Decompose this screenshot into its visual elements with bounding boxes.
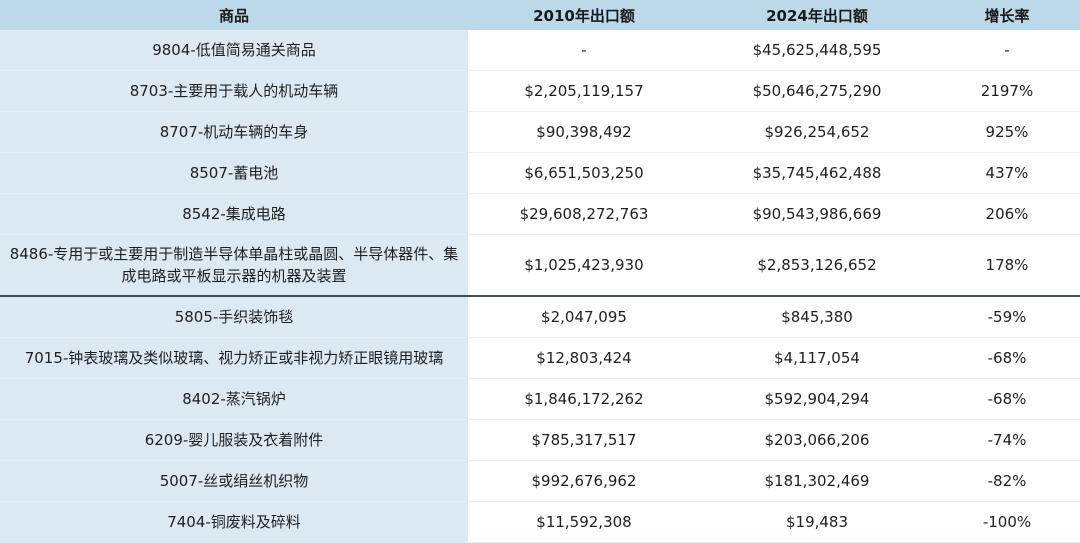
export-2010: $90,398,492: [468, 111, 700, 153]
growth-rate: -68%: [934, 378, 1080, 420]
table-row: 5805-手织装饰毯 $2,047,095 $845,380 -59%: [0, 295, 1080, 338]
product-name: 8703-主要用于载人的机动车辆: [0, 70, 468, 112]
table-row: 7404-铜废料及碎料 $11,592,308 $19,483 -100%: [0, 501, 1080, 543]
header-row: 商品 2010年出口额 2024年出口额 增长率: [0, 0, 1080, 30]
product-name: 5007-丝或绢丝机织物: [0, 460, 468, 502]
table-row: 8703-主要用于载人的机动车辆 $2,205,119,157 $50,646,…: [0, 70, 1080, 112]
product-name: 8707-机动车辆的车身: [0, 111, 468, 153]
growth-rate: -59%: [934, 295, 1080, 338]
table-row: 8402-蒸汽锅炉 $1,846,172,262 $592,904,294 -6…: [0, 378, 1080, 420]
growth-rate: -74%: [934, 419, 1080, 461]
export-2010: $785,317,517: [468, 419, 700, 461]
table-row: 8707-机动车辆的车身 $90,398,492 $926,254,652 92…: [0, 111, 1080, 153]
export-2010: $1,025,423,930: [468, 234, 700, 297]
export-2024: $90,543,986,669: [700, 193, 934, 235]
export-2010: $29,608,272,763: [468, 193, 700, 235]
export-2024: $592,904,294: [700, 378, 934, 420]
product-name: 8402-蒸汽锅炉: [0, 378, 468, 420]
growth-rate: -: [934, 30, 1080, 71]
export-2010: $2,205,119,157: [468, 70, 700, 112]
header-export-2024: 2024年出口额: [700, 0, 934, 30]
export-2010: $6,651,503,250: [468, 152, 700, 194]
growth-rate: -68%: [934, 337, 1080, 379]
product-name: 8507-蓄电池: [0, 152, 468, 194]
product-name: 8486-专用于或主要用于制造半导体单晶柱或晶圆、半导体器件、集成电路或平板显示…: [0, 234, 468, 297]
export-2024: $926,254,652: [700, 111, 934, 153]
export-2010: $11,592,308: [468, 501, 700, 543]
table-row: 5007-丝或绢丝机织物 $992,676,962 $181,302,469 -…: [0, 460, 1080, 502]
growth-rate: 925%: [934, 111, 1080, 153]
table-row: 6209-婴儿服装及衣着附件 $785,317,517 $203,066,206…: [0, 419, 1080, 461]
export-2010: -: [468, 30, 700, 71]
growth-rate: -82%: [934, 460, 1080, 502]
export-2024: $45,625,448,595: [700, 30, 934, 71]
table-row: 8507-蓄电池 $6,651,503,250 $35,745,462,488 …: [0, 152, 1080, 194]
product-name: 5805-手织装饰毯: [0, 295, 468, 338]
product-name: 9804-低值简易通关商品: [0, 30, 468, 71]
product-name: 8542-集成电路: [0, 193, 468, 235]
export-2024: $4,117,054: [700, 337, 934, 379]
export-2024: $2,853,126,652: [700, 234, 934, 297]
product-name: 7404-铜废料及碎料: [0, 501, 468, 543]
export-2024: $203,066,206: [700, 419, 934, 461]
growth-rate: 178%: [934, 234, 1080, 297]
header-export-2010: 2010年出口额: [468, 0, 700, 30]
table-row: 9804-低值简易通关商品 - $45,625,448,595 -: [0, 30, 1080, 71]
growth-rate: -100%: [934, 501, 1080, 543]
table-header: 商品 2010年出口额 2024年出口额 增长率: [0, 0, 1080, 30]
table-row: 7015-钟表玻璃及类似玻璃、视力矫正或非视力矫正眼镜用玻璃 $12,803,4…: [0, 337, 1080, 379]
export-2024: $50,646,275,290: [700, 70, 934, 112]
growth-rate: 206%: [934, 193, 1080, 235]
export-2010: $2,047,095: [468, 295, 700, 338]
export-2024: $181,302,469: [700, 460, 934, 502]
product-name: 6209-婴儿服装及衣着附件: [0, 419, 468, 461]
table-row: 8542-集成电路 $29,608,272,763 $90,543,986,66…: [0, 193, 1080, 235]
export-2010: $992,676,962: [468, 460, 700, 502]
product-name: 7015-钟表玻璃及类似玻璃、视力矫正或非视力矫正眼镜用玻璃: [0, 337, 468, 379]
export-2010: $12,803,424: [468, 337, 700, 379]
export-2024: $19,483: [700, 501, 934, 543]
growth-rate: 437%: [934, 152, 1080, 194]
header-growth-rate: 增长率: [934, 0, 1080, 30]
export-2010: $1,846,172,262: [468, 378, 700, 420]
header-product: 商品: [0, 0, 468, 30]
table-row: 8486-专用于或主要用于制造半导体单晶柱或晶圆、半导体器件、集成电路或平板显示…: [0, 234, 1080, 297]
table-body: 9804-低值简易通关商品 - $45,625,448,595 - 8703-主…: [0, 30, 1080, 543]
growth-rate: 2197%: [934, 70, 1080, 112]
export-2024: $845,380: [700, 295, 934, 338]
export-2024: $35,745,462,488: [700, 152, 934, 194]
